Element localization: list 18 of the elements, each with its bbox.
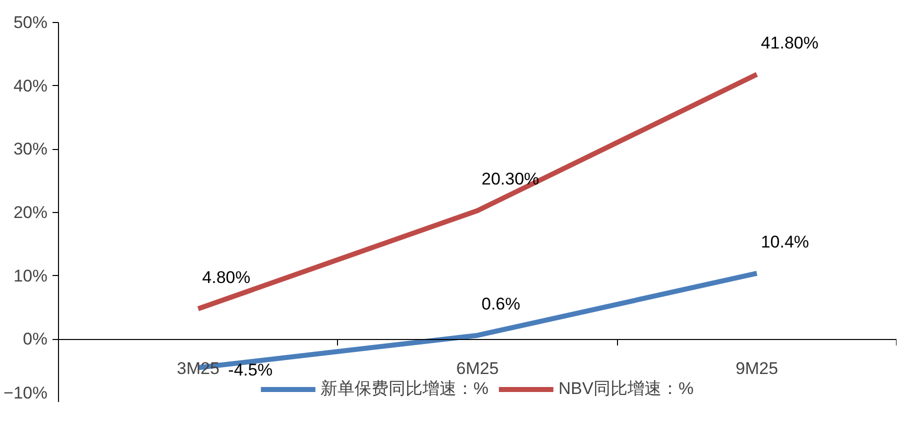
data-label: 10.4%: [760, 232, 810, 252]
data-label: 0.6%: [482, 294, 520, 314]
x-tick-label: 3M25: [176, 359, 220, 378]
data-label: -4.5%: [228, 360, 273, 380]
legend-label: 新单保费同比增速：%: [320, 378, 489, 400]
y-tick-label: 30%: [13, 140, 48, 159]
y-tick-label: 10%: [13, 266, 48, 286]
y-tick-label: 0%: [22, 330, 48, 349]
x-tick-label: 9M25: [736, 359, 778, 378]
data-label: 41.80%: [760, 33, 819, 52]
data-label: 4.80%: [202, 268, 250, 287]
y-tick-label: 20%: [13, 203, 48, 222]
x-tick-label: 6M25: [456, 359, 499, 378]
y-tick-label: 50%: [13, 13, 48, 32]
data-label: 20.30%: [482, 170, 540, 189]
legend-label: NBV同比增速：%: [558, 378, 694, 400]
y-tick-label: −10%: [4, 384, 48, 402]
y-tick-label: 40%: [13, 76, 48, 96]
